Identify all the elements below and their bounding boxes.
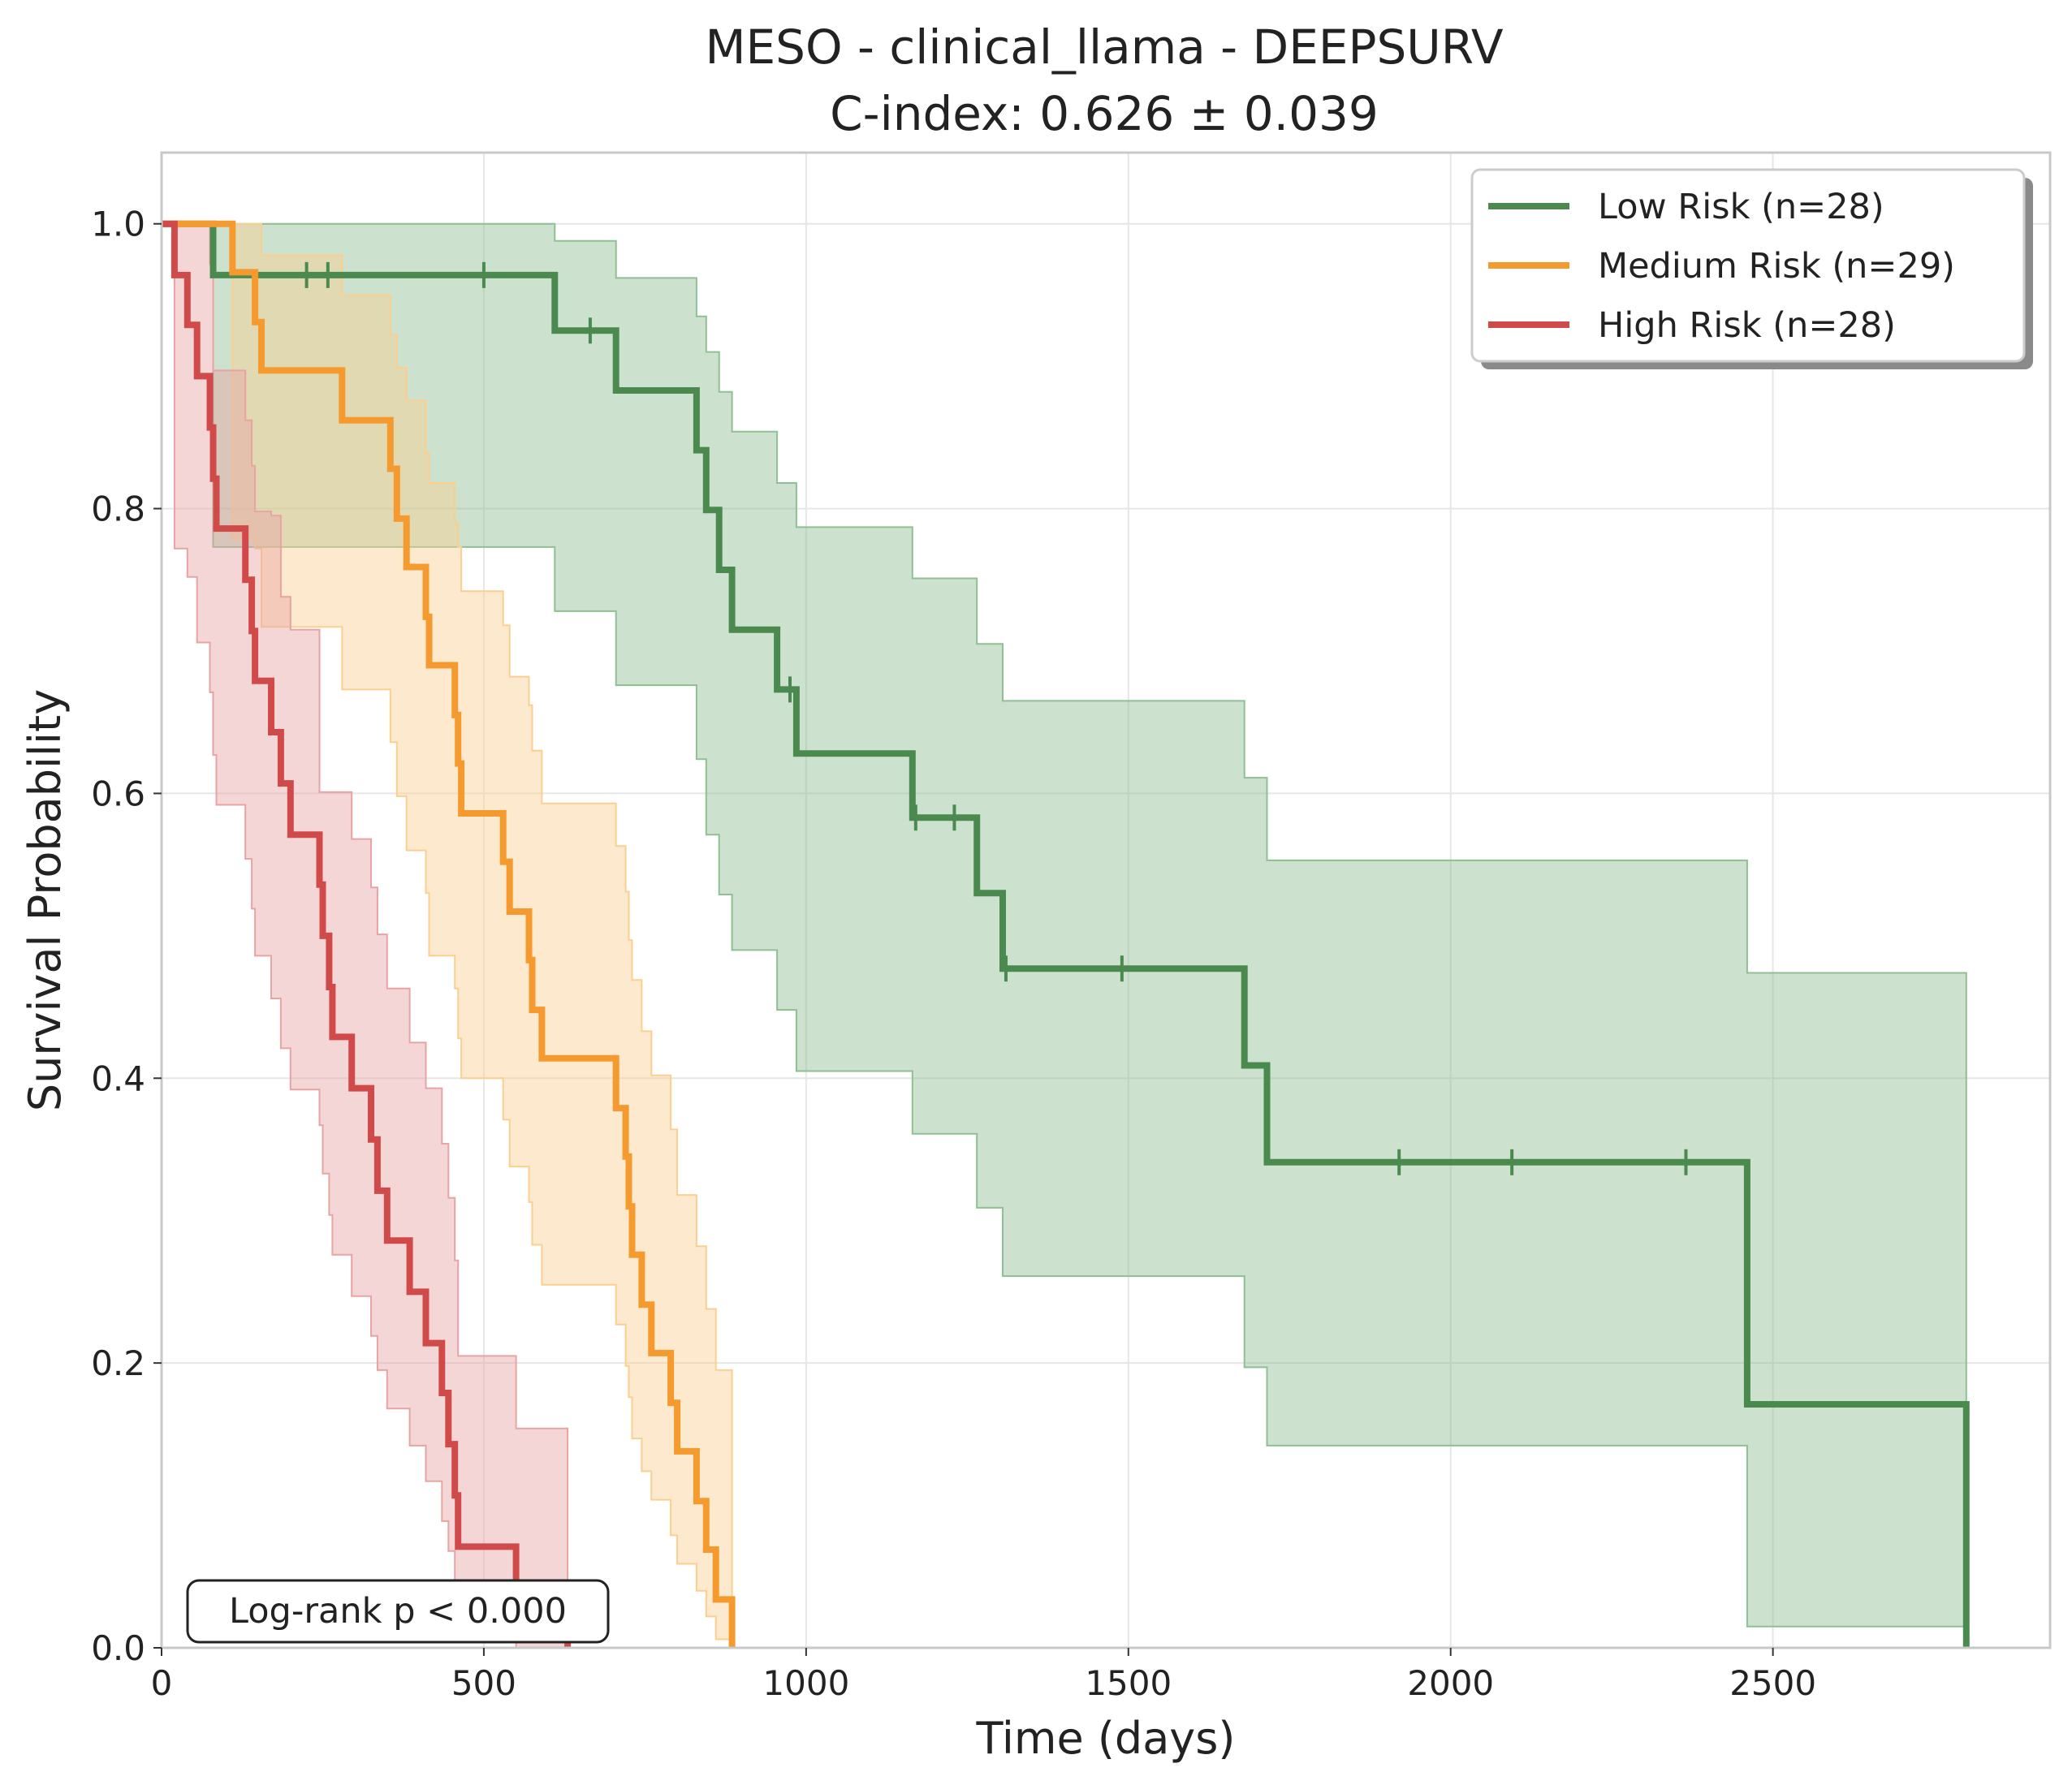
survival-curves [162,220,1970,1648]
low-risk-legend-label: Low Risk (n=28) [1598,187,1884,227]
x-axis-ticks: 0 500 1000 1500 2000 2500 [151,1648,1816,1703]
y-axis-ticks: 0.0 0.2 0.4 0.6 0.8 1.0 [91,205,162,1668]
x-tick-label: 500 [451,1663,516,1703]
x-tick-label: 2000 [1407,1663,1494,1703]
logrank-box [186,1579,610,1644]
medium-risk-legend-label: Medium Risk (n=29) [1598,246,1955,287]
y-tick-label: 0.0 [91,1628,145,1668]
low-risk-survival-curve [162,220,1970,1648]
x-tick-label: 1500 [1085,1663,1172,1703]
y-tick-label: 1.0 [91,205,145,244]
legend: Low Risk (n=28) Medium Risk (n=29) High Ri… [1470,168,2033,369]
y-tick-label: 0.6 [91,774,145,813]
high-risk-survival-curve [162,220,572,1648]
x-axis-label: Time (days) [976,1713,1236,1764]
y-tick-label: 0.8 [91,489,145,529]
logrank-text: Log-rank p < 0.000 [229,1591,567,1632]
legend-box [1470,168,2026,363]
y-tick-label: 0.4 [91,1058,145,1098]
medium-risk-survival-curve [162,220,736,1648]
logrank-annotation: Log-rank p < 0.000 [186,1579,610,1644]
x-tick-label: 0 [151,1663,173,1703]
x-tick-label: 2500 [1729,1663,1816,1703]
high-risk-legend-label: High Risk (n=28) [1598,305,1896,346]
legend-items: Low Risk (n=28) Medium Risk (n=29) High Ri… [1488,187,1955,346]
chart-subtitle: C-index: 0.626 ± 0.039 [830,86,1379,141]
y-axis-label: Survival Probability [19,689,71,1111]
chart-title: MESO - clinical_llama - DEEPSURV [705,19,1503,75]
plot-frame [160,151,2052,1649]
x-tick-label: 1000 [762,1663,849,1703]
y-tick-label: 0.2 [91,1343,145,1383]
censor-marks [304,261,1688,1175]
